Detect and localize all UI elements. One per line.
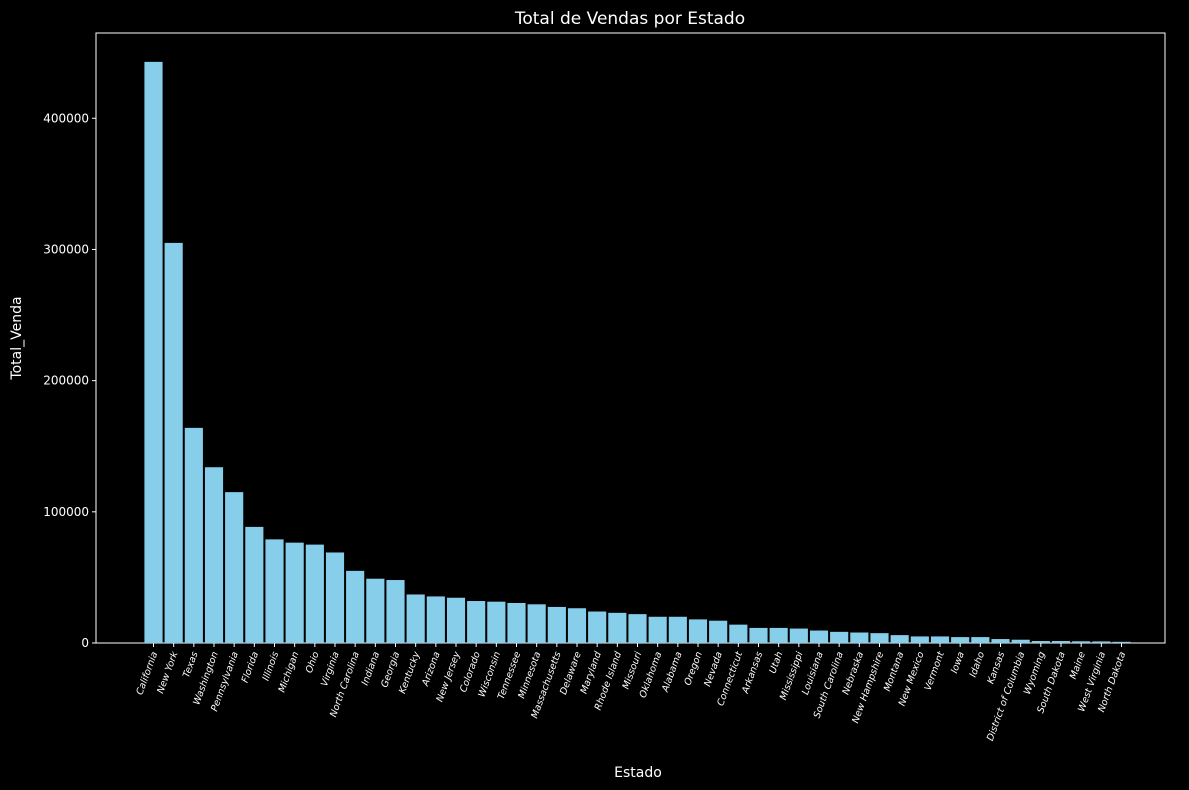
bar-missouri xyxy=(628,614,647,643)
bar-wyoming xyxy=(1031,641,1050,643)
bar-idaho xyxy=(971,637,990,643)
bar-connecticut xyxy=(729,624,748,643)
x-tick-label: Utah xyxy=(767,650,785,675)
bar-west-virginia xyxy=(1092,641,1111,643)
bar-georgia xyxy=(386,580,405,643)
bar-illinois xyxy=(265,539,284,643)
bar-new-york xyxy=(164,242,183,643)
y-axis-label: Total_Venda xyxy=(9,296,25,380)
x-tick-label: Virginia xyxy=(319,650,342,688)
bar-north-dakota xyxy=(1112,641,1131,643)
bar-virginia xyxy=(325,552,345,643)
x-tick-label: Ohio xyxy=(304,650,322,675)
x-tick-label: Georgia xyxy=(379,650,402,689)
bar-california xyxy=(144,61,163,644)
bar-iowa xyxy=(951,637,970,643)
x-tick-label: Maine xyxy=(1068,650,1088,681)
bar-maryland xyxy=(588,611,607,643)
x-tick-label: Illinois xyxy=(261,650,282,682)
bars-group xyxy=(144,61,1131,644)
bar-tennessee xyxy=(507,602,526,643)
bar-texas xyxy=(184,427,203,643)
x-tick-label: Florida xyxy=(240,650,261,684)
x-tick-label: Iowa xyxy=(949,650,967,675)
bar-ohio xyxy=(305,544,324,643)
bar-kansas xyxy=(991,639,1010,643)
y-tick-label: 400000 xyxy=(43,111,89,125)
y-tick-label: 200000 xyxy=(43,374,89,388)
x-tick-label: Idaho xyxy=(968,650,987,679)
bar-district-of-columbia xyxy=(1011,639,1030,643)
bar-new-hampshire xyxy=(870,633,889,643)
x-tick-label: Oregon xyxy=(682,650,704,687)
bar-indiana xyxy=(366,578,385,643)
bar-alabama xyxy=(668,616,687,643)
chart-title: Total de Vendas por Estado xyxy=(514,9,745,29)
bar-arizona xyxy=(426,596,445,643)
bar-new-mexico xyxy=(910,636,929,643)
x-tick-label: Michigan xyxy=(277,650,302,694)
bar-new-jersey xyxy=(446,597,466,643)
bar-kentucky xyxy=(406,594,425,643)
y-tick-label: 0 xyxy=(81,636,89,650)
x-tick-label: Texas xyxy=(181,650,201,679)
bar-pennsylvania xyxy=(225,492,244,643)
bar-nevada xyxy=(709,620,728,643)
bar-louisiana xyxy=(809,630,829,643)
bar-colorado xyxy=(467,601,486,643)
x-tick-label: Indiana xyxy=(360,650,382,687)
bar-oregon xyxy=(688,619,708,643)
bar-nebraska xyxy=(850,632,869,643)
bar-delaware xyxy=(567,608,587,643)
x-tick-label: Nevada xyxy=(702,650,725,688)
bar-montana xyxy=(890,635,909,643)
bar-michigan xyxy=(285,542,304,643)
bar-south-carolina xyxy=(830,631,849,643)
bar-florida xyxy=(245,526,264,643)
x-tick-label: Kansas xyxy=(986,650,1008,685)
bar-minnesota xyxy=(527,604,546,643)
y-tick-label: 100000 xyxy=(43,505,89,519)
bar-south-dakota xyxy=(1051,641,1071,643)
bar-utah xyxy=(769,627,788,643)
bar-vermont xyxy=(930,636,950,643)
bar-north-carolina xyxy=(346,570,365,643)
x-tick-label: Vermont xyxy=(923,649,948,692)
bar-mississippi xyxy=(789,628,808,643)
bar-arkansas xyxy=(749,627,768,643)
y-axis-ticks: 0 100000 200000 300000 400000 xyxy=(43,111,96,650)
x-axis-label: Estado xyxy=(614,765,662,781)
bar-massachusetts xyxy=(547,606,566,643)
x-tick-label: Arizona xyxy=(420,650,443,688)
bar-wisconsin xyxy=(487,601,506,643)
bar-rhode-island xyxy=(608,612,627,643)
bar-maine xyxy=(1072,641,1091,643)
y-tick-label: 300000 xyxy=(43,242,89,256)
bar-washington xyxy=(204,467,224,643)
bar-oklahoma xyxy=(648,616,667,643)
